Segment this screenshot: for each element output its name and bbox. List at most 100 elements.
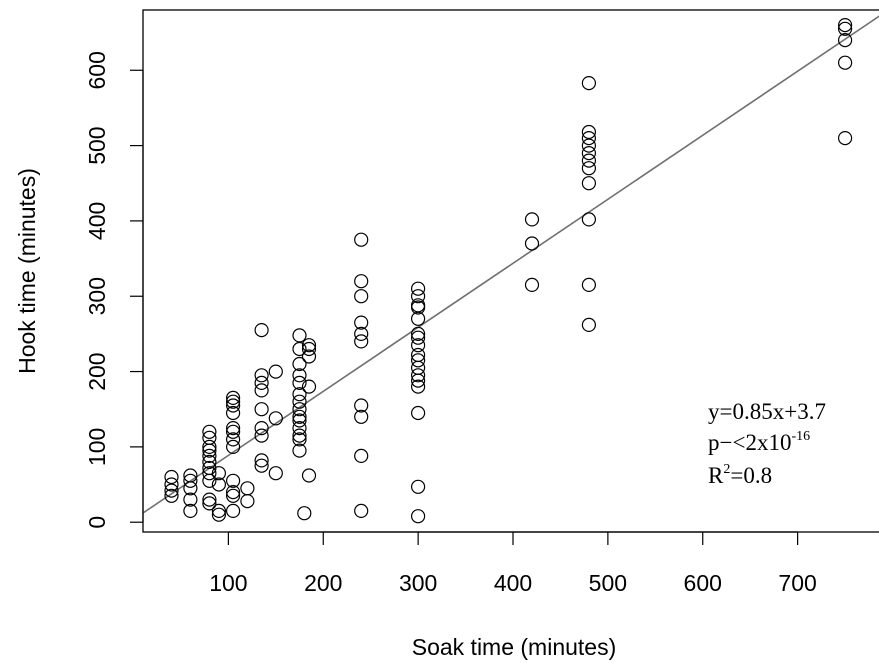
data-point [226, 424, 241, 439]
data-point [837, 32, 853, 48]
data-point [226, 394, 241, 409]
data-point [254, 458, 269, 473]
x-tick-label: 400 [494, 570, 532, 596]
data-point [411, 281, 426, 296]
y-tick-label: 400 [84, 202, 110, 240]
y-tick-label: 600 [84, 51, 110, 89]
data-point [354, 334, 369, 349]
data-point [292, 402, 307, 417]
y-tick-label: 500 [84, 126, 110, 164]
data-point [411, 289, 426, 304]
data-point [254, 421, 269, 436]
data-point [254, 428, 269, 443]
data-point [254, 323, 269, 338]
data-point [581, 317, 597, 332]
data-point [183, 473, 198, 488]
data-point [202, 454, 217, 469]
data-point [211, 466, 226, 481]
data-point [292, 375, 307, 390]
data-point [301, 468, 317, 483]
data-point [164, 483, 179, 498]
data-point [292, 421, 307, 436]
x-axis-label: Soak time (minutes) [412, 634, 617, 660]
x-tick-label: 300 [399, 570, 437, 596]
data-point [581, 176, 597, 191]
data-point [292, 432, 307, 447]
data-point [164, 488, 179, 503]
x-tick-label: 700 [778, 570, 816, 596]
data-point [226, 432, 241, 447]
p-value-label: p−<2x10-16 [708, 429, 810, 455]
data-point [202, 496, 217, 511]
data-point [837, 55, 853, 70]
data-point [202, 430, 217, 445]
data-point [837, 131, 853, 146]
data-point [411, 338, 426, 353]
data-point [226, 398, 241, 413]
data-point [297, 506, 312, 521]
data-point [581, 146, 597, 161]
y-tick-label: 0 [84, 516, 110, 529]
data-point [254, 375, 269, 390]
data-point [292, 368, 307, 383]
data-point [301, 341, 317, 357]
data-point [202, 466, 217, 481]
fit-annotation: y=0.85x+3.7 p−<2x10-16 R2=0.8 [708, 399, 826, 488]
r-squared-exponent: 2 [723, 462, 730, 477]
data-point [354, 503, 369, 518]
data-point [226, 439, 241, 454]
data-point [411, 405, 426, 421]
data-point [268, 411, 283, 426]
data-point [581, 138, 597, 153]
data-point [202, 492, 217, 507]
data-point [354, 289, 369, 304]
data-point [202, 448, 217, 463]
data-point [183, 468, 198, 483]
x-tick-label: 100 [209, 570, 247, 596]
data-point [183, 503, 198, 518]
data-point [226, 485, 241, 500]
data-point [581, 212, 597, 227]
data-point [411, 347, 426, 363]
x-tick-label: 200 [304, 570, 342, 596]
regression-line [143, 15, 879, 514]
y-tick-label: 200 [84, 352, 110, 390]
data-point [524, 212, 540, 227]
data-point [292, 428, 307, 443]
data-point [202, 439, 217, 454]
data-point [411, 326, 426, 341]
data-point [211, 477, 226, 492]
data-point [411, 330, 426, 345]
r-squared-label: R2=0.8 [708, 462, 772, 488]
data-point [581, 277, 597, 292]
data-point [581, 153, 597, 168]
data-point [226, 421, 241, 436]
data-point [411, 509, 426, 524]
data-point [354, 232, 369, 247]
data-point [411, 368, 426, 383]
data-point [268, 466, 283, 481]
data-point [354, 315, 369, 330]
data-point [524, 236, 540, 251]
data-point [240, 494, 255, 509]
p-value-exponent: -16 [791, 429, 810, 444]
data-point [211, 503, 226, 518]
data-point [581, 161, 597, 176]
y-axis-label: Hook time (minutes) [14, 168, 40, 374]
data-point [292, 341, 307, 357]
data-point [226, 390, 241, 405]
data-point [226, 488, 241, 503]
data-point [226, 405, 241, 421]
data-point [301, 338, 317, 353]
data-point [354, 398, 369, 413]
y-tick-label: 300 [84, 277, 110, 315]
data-point [354, 409, 369, 424]
data-point [292, 409, 307, 424]
data-point [524, 277, 540, 292]
data-point [354, 326, 369, 341]
data-point [292, 443, 307, 458]
data-point [581, 124, 597, 140]
data-point [411, 479, 426, 494]
data-point [254, 402, 269, 417]
data-point [254, 383, 269, 398]
